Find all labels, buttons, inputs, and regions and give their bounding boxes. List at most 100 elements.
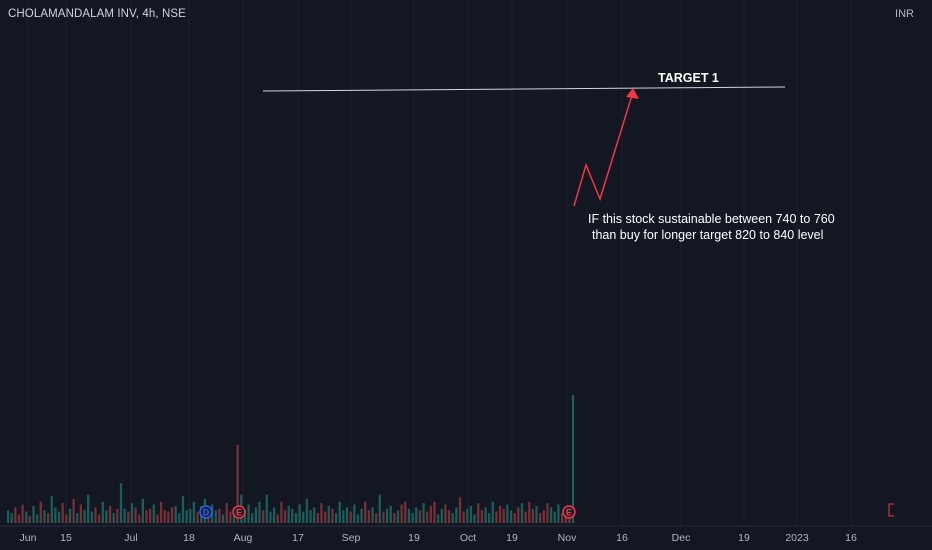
volume-bar — [90, 511, 93, 523]
volume-bar — [429, 505, 432, 523]
event-marker[interactable] — [199, 505, 213, 519]
volume-bar — [189, 508, 192, 523]
x-tick-label: Sep — [342, 532, 361, 544]
x-tick-label: 16 — [616, 532, 628, 544]
volume-bar — [43, 510, 46, 523]
volume-bar — [127, 511, 130, 523]
volume-bar — [272, 507, 276, 523]
volume-bar — [506, 504, 509, 523]
event-marker-label: E — [566, 508, 572, 518]
volume-bar — [331, 508, 334, 523]
volume-bar — [542, 510, 545, 523]
volume-bar — [14, 507, 17, 523]
symbol-title: CHOLAMANDALAM INV, 4h, NSE — [8, 8, 186, 20]
volume-bar — [353, 504, 356, 523]
volume-bar — [415, 507, 418, 523]
volume-bar — [484, 507, 487, 523]
volume-bar — [50, 495, 53, 523]
volume-bar — [356, 514, 360, 523]
volume-bar — [498, 505, 502, 523]
volume-bar — [462, 511, 465, 523]
volume-bar — [156, 514, 159, 523]
volume-bar — [571, 395, 575, 523]
volume-bar — [28, 515, 32, 523]
volume-bar — [546, 503, 549, 523]
volume-bar — [320, 503, 323, 523]
volume-bar — [447, 510, 451, 523]
volume-bar — [283, 510, 287, 523]
volume-bar — [185, 510, 188, 523]
target-line[interactable] — [262, 86, 786, 92]
volume-bar — [535, 505, 538, 523]
target-label: TARGET 1 — [658, 71, 719, 85]
volume-bar — [61, 503, 64, 523]
volume-bar — [458, 497, 462, 523]
volume-bar — [451, 513, 454, 523]
volume-bar — [6, 510, 10, 523]
volume-bar — [382, 511, 385, 523]
volume-bar — [79, 504, 83, 523]
volume-bar — [65, 514, 68, 523]
volume-bar — [192, 501, 196, 523]
volume-bar — [480, 510, 484, 523]
volume-bar — [367, 510, 371, 523]
volume-bar — [360, 508, 363, 523]
volume-bar — [119, 483, 123, 523]
volume-bar — [251, 513, 254, 523]
note-line-1: IF this stock sustainable between 740 to… — [588, 212, 835, 226]
volume-bar — [138, 514, 141, 523]
volume-bar — [433, 501, 436, 523]
volume-bar — [473, 514, 476, 523]
volume-bar — [396, 510, 400, 523]
volume-bar — [345, 507, 349, 523]
volume-bar — [181, 495, 185, 523]
volume-bar — [83, 510, 86, 523]
volume-bar — [39, 501, 42, 523]
volume-bar — [422, 503, 425, 523]
volume-bar — [134, 507, 137, 523]
volume-bar — [17, 514, 21, 523]
volume-bar — [46, 513, 50, 523]
volume-bar — [32, 505, 35, 523]
volume-bar — [553, 511, 556, 523]
x-tick-label: Aug — [234, 532, 253, 544]
event-marker[interactable] — [232, 505, 246, 519]
volume-bar — [159, 501, 163, 523]
volume-bar — [196, 511, 199, 523]
x-tick-label: Nov — [558, 532, 577, 544]
volume-bar — [436, 514, 440, 523]
price-axis[interactable] — [894, 0, 932, 550]
event-marker[interactable] — [562, 505, 576, 519]
volume-bar — [524, 511, 527, 523]
volume-bar — [214, 510, 217, 523]
volume-bar — [291, 508, 294, 523]
volume-bar — [502, 508, 505, 523]
x-tick-label: 19 — [506, 532, 518, 544]
x-tick-label: 19 — [738, 532, 750, 544]
x-tick-label: 16 — [845, 532, 857, 544]
x-tick-label: 19 — [408, 532, 420, 544]
volume-bar — [105, 510, 108, 523]
volume-bar — [229, 511, 232, 523]
projection-path[interactable] — [573, 91, 634, 207]
volume-bar — [528, 501, 531, 523]
volume-bar — [276, 514, 279, 523]
volume-bar — [393, 513, 396, 523]
volume-bar — [57, 511, 61, 523]
volume-bar — [258, 501, 261, 523]
x-tick-label: 18 — [183, 532, 195, 544]
volume-bar — [342, 510, 345, 523]
volume-bar — [141, 498, 145, 523]
volume-bar — [371, 507, 374, 523]
volume-bar — [123, 508, 126, 523]
volume-bar — [178, 513, 181, 523]
volume-bar — [549, 507, 553, 523]
volume-bar — [378, 494, 381, 523]
volume-bar — [316, 513, 319, 523]
volume-bar — [444, 504, 447, 523]
volume-bar — [280, 501, 283, 523]
volume-bar — [72, 498, 75, 523]
volume-bar — [440, 508, 443, 523]
